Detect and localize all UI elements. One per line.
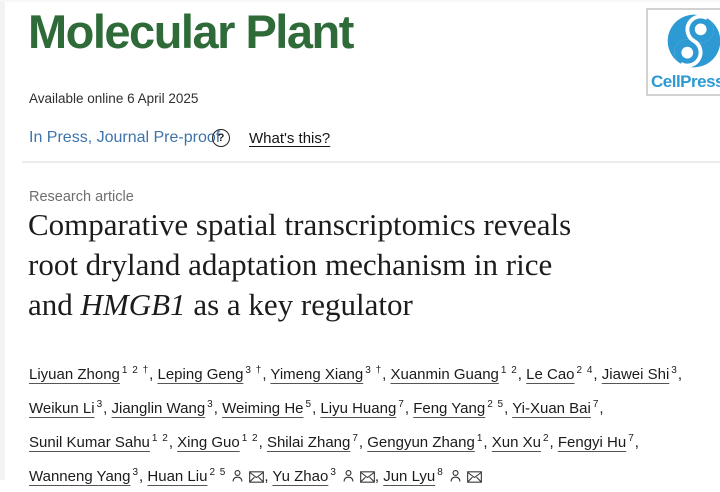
person-icon xyxy=(231,469,244,483)
author-affiliation-sup: 2 5 xyxy=(487,399,505,410)
author-affiliation-sup: 7 xyxy=(628,433,635,444)
author-item: Jiawei Shi 3 xyxy=(601,365,678,383)
author-link[interactable]: Jianglin Wang xyxy=(111,400,206,417)
available-online-date: Available online 6 April 2025 xyxy=(29,91,199,106)
author-affiliation-sup: 2 xyxy=(542,433,550,444)
page-top-edge xyxy=(0,0,720,2)
author-link[interactable]: Wanneng Yang xyxy=(29,468,131,485)
author-link[interactable]: Leping Geng xyxy=(157,366,244,383)
cellpress-swirl-icon xyxy=(666,13,720,69)
author-item: Yimeng Xiang 3 † xyxy=(270,365,383,383)
author-link[interactable]: Sunil Kumar Sahu xyxy=(29,434,150,451)
author-affiliation-sup: 7 xyxy=(398,399,405,410)
author-link[interactable]: Yu Zhao xyxy=(272,468,329,485)
article-type-label: Research article xyxy=(29,189,134,205)
author-link[interactable]: Weiming He xyxy=(222,400,304,417)
author-item: Shilai Zhang 7 xyxy=(266,433,359,451)
cellpress-logo-text: CellPress xyxy=(651,72,720,91)
author-affiliation-sup: 3 † xyxy=(365,365,383,376)
author-item: Fengyi Hu 7 xyxy=(557,433,635,451)
author-item: Jianglin Wang 3 xyxy=(111,399,214,417)
envelope-icon[interactable] xyxy=(466,471,482,483)
author-item: Sunil Kumar Sahu 1 2 xyxy=(29,433,169,451)
author-link[interactable]: Xuanmin Guang xyxy=(390,366,499,383)
author-affiliation-sup: 1 2 † xyxy=(121,365,150,376)
author-item: Leping Geng 3 † xyxy=(157,365,263,383)
author-affiliation-sup: 1 2 xyxy=(241,433,259,444)
author-item: Le Cao 2 4 xyxy=(526,365,594,383)
author-affiliation-sup: 5 xyxy=(305,399,313,410)
author-item: Jun Lyu 8 xyxy=(383,467,482,485)
author-link[interactable]: Liyuan Zhong xyxy=(29,366,120,383)
author-list: Liyuan Zhong 1 2 †, Leping Geng 3 †, Yimen… xyxy=(29,365,683,485)
envelope-icon[interactable] xyxy=(249,471,265,483)
author-item: Xun Xu 2 xyxy=(491,433,550,451)
article-title: Comparative spatial transcriptomics reve… xyxy=(28,205,688,325)
author-affiliation-sup: 2 5 xyxy=(209,467,227,478)
author-affiliation-sup: 8 xyxy=(437,467,444,478)
person-icon xyxy=(449,469,462,483)
author-link[interactable]: Huan Liu xyxy=(147,468,208,485)
author-link[interactable]: Jiawei Shi xyxy=(601,366,670,383)
author-affiliation-sup: 1 xyxy=(476,433,484,444)
author-link[interactable]: Liyu Huang xyxy=(320,400,397,417)
author-affiliation-sup: 2 4 xyxy=(576,365,594,376)
author-item: Feng Yang 2 5 xyxy=(413,399,505,417)
cellpress-logo-box[interactable]: CellPress xyxy=(646,8,720,96)
author-item: Yu Zhao 3 xyxy=(272,467,375,485)
author-affiliation-sup: 7 xyxy=(592,399,600,410)
author-affiliation-sup: 3 † xyxy=(245,365,263,376)
author-affiliation-sup: 3 xyxy=(330,467,337,478)
author-link[interactable]: Shilai Zhang xyxy=(266,434,351,451)
author-link[interactable]: Xing Guo xyxy=(177,434,240,451)
envelope-icon[interactable] xyxy=(360,471,375,483)
gene-name-italic: HMGB1 xyxy=(80,287,186,322)
author-affiliation-sup: 1 2 xyxy=(151,433,169,444)
author-link[interactable]: Xun Xu xyxy=(491,434,541,451)
author-affiliation-sup: 1 2 xyxy=(500,365,518,376)
author-link[interactable]: Gengyun Zhang xyxy=(367,434,475,451)
in-press-status-link[interactable]: In Press, Journal Pre-proof xyxy=(29,129,221,146)
author-item: Xing Guo 1 2 xyxy=(177,433,259,451)
author-link[interactable]: Weikun Li xyxy=(29,400,95,417)
author-link[interactable]: Le Cao xyxy=(526,366,575,383)
author-item: Weiming He 5 xyxy=(222,399,313,417)
author-link[interactable]: Fengyi Hu xyxy=(557,434,627,451)
author-item: Liyuan Zhong 1 2 † xyxy=(29,365,150,383)
article-title-line1: Comparative spatial transcriptomics reve… xyxy=(28,207,572,242)
author-link[interactable]: Yi-Xuan Bai xyxy=(512,400,591,417)
person-icon xyxy=(342,469,355,483)
author-affiliation-sup: 7 xyxy=(352,433,359,444)
author-item: Weikun Li 3 xyxy=(29,399,104,417)
author-affiliation-sup: 3 xyxy=(671,365,678,376)
page-left-edge xyxy=(0,0,5,480)
author-affiliation-sup: 3 xyxy=(96,399,104,410)
author-item: Xuanmin Guang 1 2 xyxy=(390,365,518,383)
author-affiliation-sup: 3 xyxy=(132,467,140,478)
article-title-line3: and HMGB1 as a key regulator xyxy=(28,287,413,322)
author-link[interactable]: Yimeng Xiang xyxy=(270,366,364,383)
header-divider xyxy=(22,161,720,163)
author-item: Liyu Huang 7 xyxy=(320,399,405,417)
author-affiliation-sup: 3 xyxy=(207,399,214,410)
author-item: Yi-Xuan Bai 7 xyxy=(512,399,600,417)
question-circle-icon[interactable]: ? xyxy=(212,129,230,147)
author-item: Gengyun Zhang 1 xyxy=(367,433,484,451)
author-item: Huan Liu 2 5 xyxy=(147,467,265,485)
journal-logo-title: Molecular Plant xyxy=(28,5,354,58)
author-item: Wanneng Yang 3 xyxy=(29,467,140,485)
author-link[interactable]: Jun Lyu xyxy=(383,468,436,485)
author-link[interactable]: Feng Yang xyxy=(413,400,486,417)
article-title-line2: root dryland adaptation mechanism in ric… xyxy=(28,247,553,282)
whats-this-link[interactable]: What's this? xyxy=(249,130,331,147)
